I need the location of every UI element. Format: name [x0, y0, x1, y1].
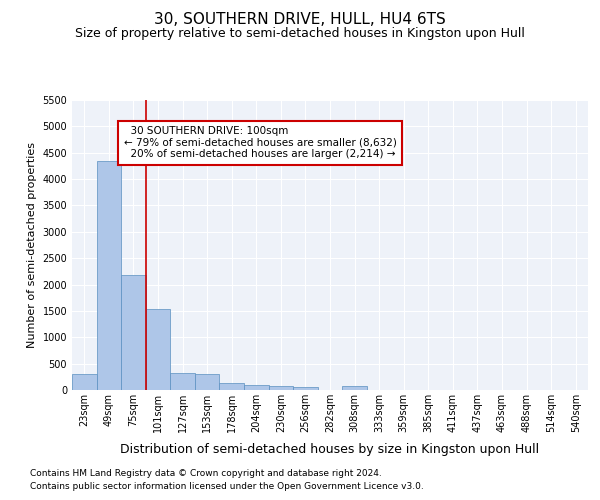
Bar [72, 374, 97, 390]
Text: Contains HM Land Registry data © Crown copyright and database right 2024.: Contains HM Land Registry data © Crown c… [30, 468, 382, 477]
Text: 30, SOUTHERN DRIVE, HULL, HU4 6TS: 30, SOUTHERN DRIVE, HULL, HU4 6TS [154, 12, 446, 28]
Y-axis label: Number of semi-detached properties: Number of semi-detached properties [27, 142, 37, 348]
Bar [269, 386, 293, 390]
Bar [146, 309, 170, 390]
Bar [220, 384, 244, 390]
Bar [121, 274, 146, 390]
Text: Distribution of semi-detached houses by size in Kingston upon Hull: Distribution of semi-detached houses by … [121, 442, 539, 456]
Bar [97, 161, 121, 390]
Bar [244, 385, 269, 390]
Text: Contains public sector information licensed under the Open Government Licence v3: Contains public sector information licen… [30, 482, 424, 491]
Text: Size of property relative to semi-detached houses in Kingston upon Hull: Size of property relative to semi-detach… [75, 28, 525, 40]
Bar [170, 373, 195, 390]
Bar [293, 387, 318, 390]
Text: 30 SOUTHERN DRIVE: 100sqm
← 79% of semi-detached houses are smaller (8,632)
  20: 30 SOUTHERN DRIVE: 100sqm ← 79% of semi-… [124, 126, 397, 160]
Bar [342, 386, 367, 390]
Bar [195, 374, 220, 390]
